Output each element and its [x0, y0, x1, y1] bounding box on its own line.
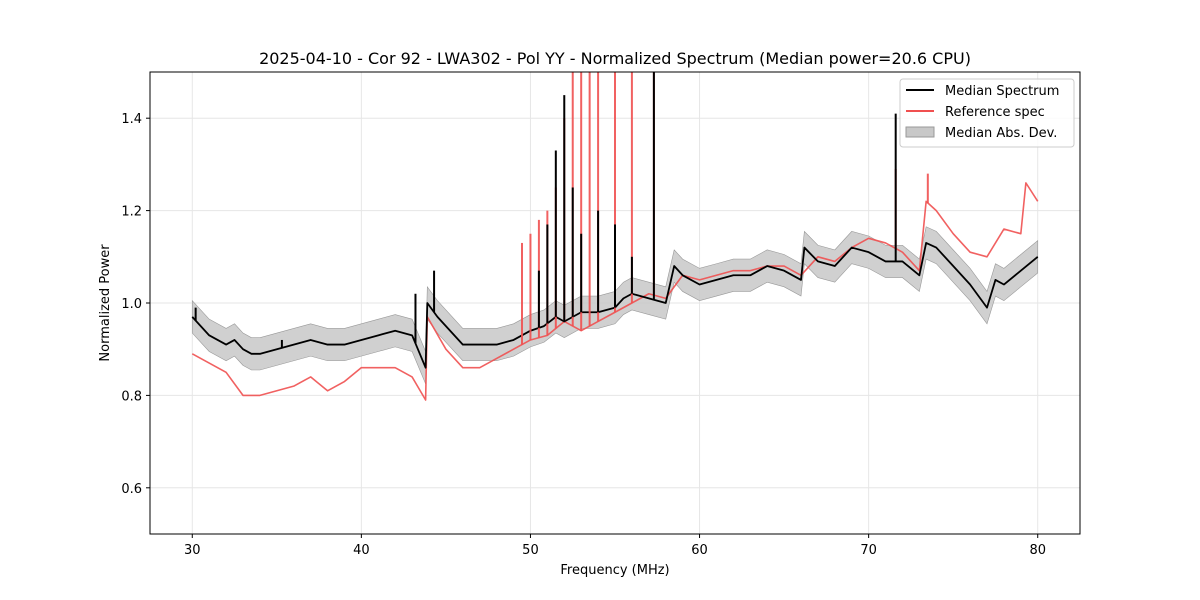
- chart-title: 2025-04-10 - Cor 92 - LWA302 - Pol YY - …: [259, 49, 971, 68]
- legend: Median Spectrum Reference spec Median Ab…: [899, 78, 1075, 148]
- y-tick-label: 0.6: [121, 482, 142, 497]
- x-tick-label: 40: [353, 543, 370, 558]
- x-tick-label: 70: [860, 543, 877, 558]
- x-tick-label: 60: [691, 543, 708, 558]
- legend-box: [899, 78, 1075, 148]
- x-axis-ticks: 30 40 50 60 70 80: [184, 534, 1046, 558]
- x-tick-label: 50: [522, 543, 539, 558]
- y-tick-label: 1.0: [121, 297, 142, 312]
- legend-mad-label: Median Abs. Dev.: [945, 126, 1057, 141]
- legend-mad-patch: [905, 126, 935, 138]
- spike-layer: [194, 72, 929, 348]
- x-axis-label: Frequency (MHz): [560, 563, 669, 578]
- y-axis-label: Normalized Power: [98, 244, 113, 362]
- x-tick-label: 30: [184, 543, 201, 558]
- reference-spectrum-line: [191, 182, 1039, 401]
- legend-reference-label: Reference spec: [945, 105, 1045, 120]
- y-tick-label: 1.2: [121, 205, 142, 220]
- y-tick-label: 0.8: [121, 389, 142, 404]
- legend-median-label: Median Spectrum: [945, 84, 1059, 99]
- x-tick-label: 80: [1029, 543, 1046, 558]
- y-axis-ticks: 0.6 0.8 1.0 1.2 1.4: [121, 112, 150, 497]
- y-tick-label: 1.4: [121, 112, 142, 127]
